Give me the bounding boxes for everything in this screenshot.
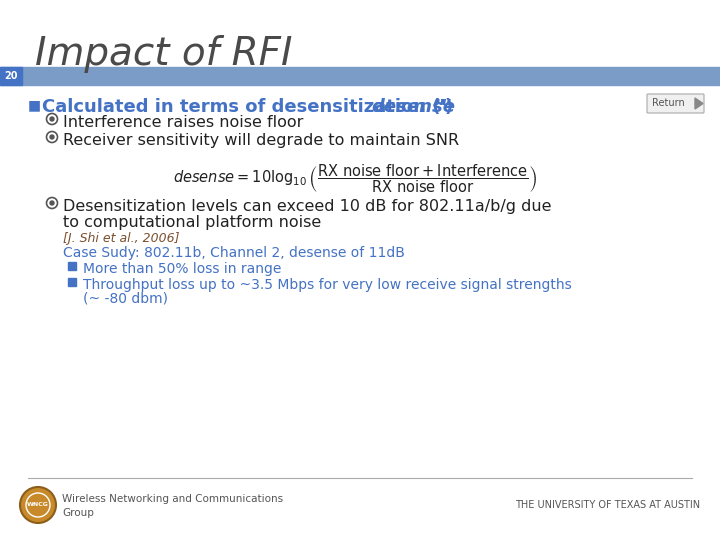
Text: [J. Shi et al., 2006]: [J. Shi et al., 2006] bbox=[63, 232, 179, 245]
Text: Calculated in terms of desensitization (“: Calculated in terms of desensitization (… bbox=[42, 98, 452, 116]
Text: Interference raises noise floor: Interference raises noise floor bbox=[63, 115, 303, 130]
Text: 20: 20 bbox=[4, 71, 18, 81]
Circle shape bbox=[50, 117, 54, 121]
Text: to computational platform noise: to computational platform noise bbox=[63, 215, 321, 230]
Circle shape bbox=[50, 135, 54, 139]
Bar bbox=[0, 67, 22, 85]
Text: Desensitization levels can exceed 10 dB for 802.11a/b/g due: Desensitization levels can exceed 10 dB … bbox=[63, 199, 552, 214]
Text: WNCG: WNCG bbox=[27, 503, 49, 508]
Polygon shape bbox=[695, 98, 703, 109]
Text: $\mathit{desense} = 10\log_{10}\left(\dfrac{\mathrm{RX\ noise\ floor + Interfere: $\mathit{desense} = 10\log_{10}\left(\df… bbox=[173, 162, 537, 194]
Text: Case Sudy: 802.11b, Channel 2, desense of 11dB: Case Sudy: 802.11b, Channel 2, desense o… bbox=[63, 246, 405, 260]
Text: Impact of RFI: Impact of RFI bbox=[35, 35, 292, 73]
Text: desense: desense bbox=[371, 98, 455, 116]
Text: Return: Return bbox=[652, 98, 685, 109]
Bar bbox=[0, 67, 720, 85]
Text: Throughput loss up to ~3.5 Mbps for very low receive signal strengths: Throughput loss up to ~3.5 Mbps for very… bbox=[83, 278, 572, 292]
Circle shape bbox=[20, 487, 56, 523]
Text: ■: ■ bbox=[28, 98, 41, 112]
Text: Wireless Networking and Communications
Group: Wireless Networking and Communications G… bbox=[62, 494, 283, 518]
Bar bbox=[68, 262, 76, 270]
Text: Receiver sensitivity will degrade to maintain SNR: Receiver sensitivity will degrade to mai… bbox=[63, 133, 459, 148]
Text: More than 50% loss in range: More than 50% loss in range bbox=[83, 262, 282, 276]
Bar bbox=[68, 278, 76, 286]
Text: THE UNIVERSITY OF TEXAS AT AUSTIN: THE UNIVERSITY OF TEXAS AT AUSTIN bbox=[515, 500, 700, 510]
Text: (~ -80 dbm): (~ -80 dbm) bbox=[83, 292, 168, 306]
Text: ”): ”) bbox=[433, 98, 453, 116]
Circle shape bbox=[50, 201, 54, 205]
FancyBboxPatch shape bbox=[647, 94, 704, 113]
